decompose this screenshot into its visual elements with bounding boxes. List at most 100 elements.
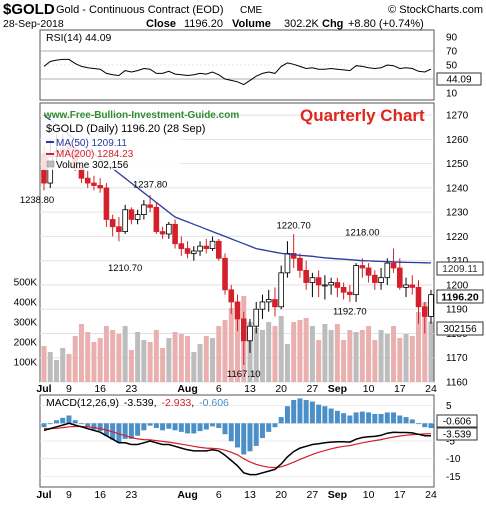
macd-value-box-text: -3.539	[443, 430, 472, 441]
x-tick-label: 17	[394, 383, 406, 395]
volume-tick-label: 100K	[14, 358, 38, 369]
price-tick-label: 1250	[446, 159, 469, 170]
volume-tick-label: 200K	[14, 338, 38, 349]
volume-bar	[166, 338, 172, 382]
candle-body	[147, 204, 153, 208]
candle-body	[253, 308, 260, 327]
volume-bar	[191, 352, 197, 382]
candle-body	[390, 262, 397, 269]
candle-body	[340, 286, 347, 293]
volume-bar	[78, 324, 84, 382]
macd-histogram-bar	[266, 423, 272, 432]
macd-histogram-bar	[41, 423, 47, 428]
volume-bar	[185, 336, 191, 382]
volume-bar	[110, 330, 116, 382]
price-tick-label: 1260	[446, 135, 469, 146]
macd-histogram-bar	[53, 420, 59, 424]
volume-bar	[316, 340, 322, 382]
x-tick-label: 9	[66, 383, 72, 395]
x-tick-label: 10	[363, 383, 375, 395]
price-tick-label: 1230	[446, 208, 469, 219]
ma50-value-box	[436, 261, 484, 276]
candle-body	[303, 269, 309, 283]
candle-body	[228, 289, 235, 303]
x-tick-label: 24	[425, 383, 437, 395]
candle-body	[378, 277, 384, 283]
candle-body	[116, 226, 122, 232]
rsi-tick-label: 90	[446, 33, 458, 44]
brand-text: © StockCharts.com	[388, 4, 483, 16]
x-axis-middle: Jul 9 16 23 Aug 6 13 20 27 Sep 10 17 24	[36, 383, 437, 395]
candle-body	[191, 250, 197, 254]
rsi-panel	[40, 50, 434, 86]
volume-axis: 500K 400K 300K 200K 100K	[14, 278, 38, 369]
price-annotation: 1238.80	[20, 195, 54, 206]
macd-histogram-bar	[66, 415, 72, 424]
macd-histogram-bar	[85, 423, 91, 428]
price-tick-label: 1270	[446, 111, 469, 122]
candle-body	[247, 325, 253, 342]
macd-histogram-bar	[160, 423, 166, 431]
price-annotation: 1237.80	[133, 179, 167, 190]
macd-histogram-bar	[297, 398, 303, 424]
candle-body	[197, 245, 203, 252]
x-tick-label: 6	[216, 489, 222, 500]
macd-histogram-bar	[316, 404, 322, 424]
volume-bar	[309, 326, 315, 382]
candle-body	[396, 267, 403, 288]
macd-histogram-bar	[372, 413, 378, 424]
volume-bar	[409, 336, 415, 382]
x-tick-label: 13	[244, 489, 256, 500]
macd-label-prefix: MACD(12,26,9)	[46, 397, 119, 409]
macd-label-hist: -0.606	[199, 397, 229, 409]
volume-tick-label: 400K	[14, 298, 38, 309]
volume-bar	[266, 322, 272, 382]
candle-body	[259, 301, 266, 310]
candle-body	[428, 294, 434, 317]
x-tick-label: 16	[94, 383, 106, 395]
macd-histogram-bar	[416, 423, 422, 425]
volume-bar	[116, 334, 122, 382]
macd-histogram-bar	[309, 401, 315, 424]
x-tick-label: 20	[275, 383, 287, 395]
candle-body	[91, 182, 97, 186]
candle-body	[347, 291, 353, 296]
candle-body	[421, 306, 428, 317]
volume-bar	[91, 342, 97, 382]
candle-body	[297, 257, 303, 271]
macd-histogram-bar	[166, 423, 172, 429]
candle-body	[284, 253, 291, 274]
macd-histogram-bar	[291, 399, 297, 424]
candle-body	[166, 223, 172, 235]
candle-body	[365, 267, 372, 276]
macd-histogram-bar	[359, 411, 365, 424]
candle-body	[290, 253, 297, 259]
price-annotation: 1220.70	[277, 221, 311, 232]
price-tick-label: 1240	[446, 183, 469, 194]
candle-body	[328, 282, 334, 286]
volume-bar	[378, 330, 384, 382]
rsi-value-box	[436, 72, 482, 86]
macd-histogram-bar	[197, 423, 203, 432]
volume-bar	[347, 330, 353, 382]
volume-bar	[372, 340, 378, 382]
volume-bar	[235, 306, 240, 382]
candle-body	[334, 282, 341, 288]
macd-histogram-bar	[153, 423, 159, 428]
volume-bar	[153, 330, 159, 382]
rsi-tick-label: 50	[446, 61, 458, 72]
volume-bar	[47, 352, 53, 382]
macd-histogram-bar	[235, 423, 240, 448]
x-tick-label: 6	[216, 383, 222, 395]
macd-histogram-bar	[247, 423, 253, 452]
x-tick-label: 23	[126, 383, 138, 395]
candle-body	[372, 274, 378, 283]
ma200-legend: MA(200) 1284.23	[56, 149, 134, 160]
price-tick-label: 1200	[446, 280, 469, 291]
macd-label: MACD(12,26,9) -3.539, -2.933, -0.606	[46, 397, 229, 409]
macd-tick-label: -5	[446, 437, 455, 448]
ma50-value-text: 1209.11	[442, 264, 478, 275]
macd-histogram-bar	[253, 423, 259, 446]
volume-bar	[178, 334, 184, 382]
macd-hist-box-text: -0.606	[443, 417, 472, 428]
